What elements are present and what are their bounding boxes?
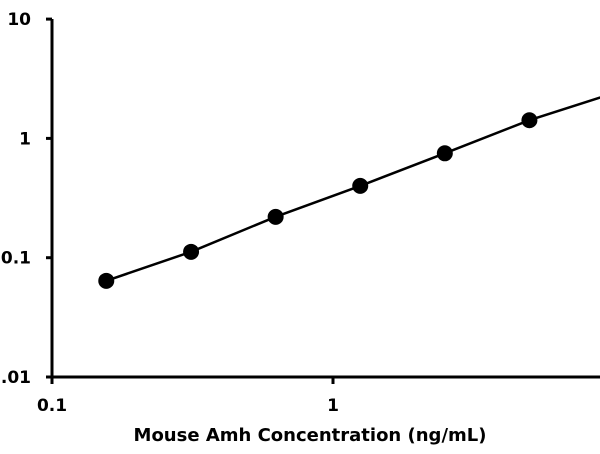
- data-point: [183, 243, 200, 260]
- y-tick-label: 0.1: [1, 249, 31, 269]
- data-point: [98, 272, 115, 289]
- y-tick-label: 0.01: [0, 368, 31, 388]
- axes: [50, 19, 600, 379]
- data-point: [267, 208, 284, 225]
- tick-labels: 0.01 0.1 1 10 0.1 1: [0, 10, 339, 416]
- data-point: [521, 112, 538, 129]
- x-axis-title: Mouse Amh Concentration (ng/mL): [134, 425, 487, 446]
- x-tick-label: 0.1: [37, 396, 67, 416]
- y-tick-label: 10: [7, 10, 31, 30]
- y-tick-label: 1: [19, 129, 31, 149]
- x-tick-label: 1: [327, 396, 339, 416]
- data-point: [436, 145, 453, 162]
- data-point: [352, 177, 369, 194]
- ticks: [46, 17, 335, 384]
- data-points: [98, 112, 538, 289]
